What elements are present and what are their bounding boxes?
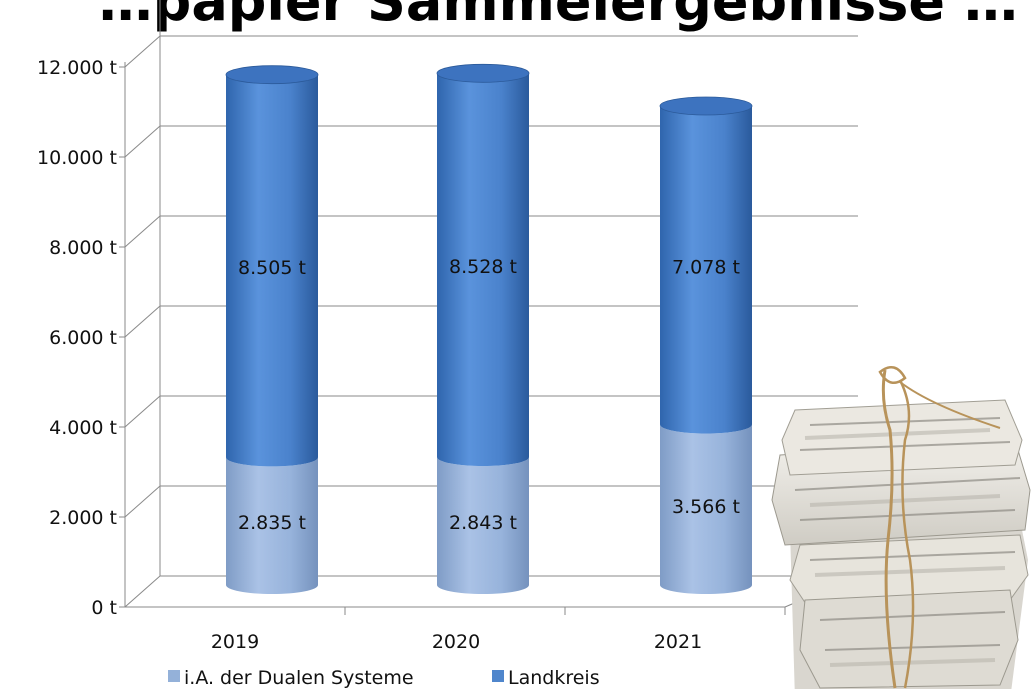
grid-diagonal [124,35,161,68]
data-label: 2.835 t [238,512,306,534]
grid-diagonal [124,215,161,248]
y-tick-label: 6.000 t [49,327,117,349]
bar-landkreis-2021 [660,106,752,434]
legend-label: i.A. der Dualen Systeme [184,667,414,689]
y-tick-label: 0 t [91,597,117,619]
x-tick-label: 2021 [654,631,702,653]
grid-diagonal [124,575,161,608]
data-label: 3.566 t [672,496,740,518]
data-label: 8.505 t [238,257,306,279]
legend-swatch [492,670,504,682]
y-tick-label: 8.000 t [49,237,117,259]
grid-diagonal [124,395,161,428]
axes: 0 t 2.000 t 4.000 t 6.000 t 8.000 t 10.000 t 1… [37,0,859,653]
chart-title: …papier Sammelergebnisse … ( [99,0,1035,33]
bar-duale-systeme-2021 [660,424,752,594]
bar-duale-systeme-2020 [437,457,529,594]
y-tick-label: 10.000 t [37,147,117,169]
bar-duale-systeme-2019 [226,457,318,594]
data-label: 8.528 t [449,256,517,278]
bar-top-cap-2020 [436,63,530,83]
data-labels: 2.835 t 8.505 t 2.843 t 8.528 t 3.566 t 7.078… [238,256,740,534]
grid-diagonal [124,125,161,158]
data-label: 7.078 t [672,256,740,278]
bar-landkreis-2020 [437,73,529,467]
grid-diagonal [124,485,161,518]
bars [225,63,753,594]
bar-landkreis-2019 [226,74,318,467]
y-tick-label: 2.000 t [49,507,117,529]
x-tick-label: 2019 [211,631,259,653]
data-label: 2.843 t [449,512,517,534]
x-tick-label: 2020 [432,631,480,653]
legend-swatch [168,670,180,682]
newspaper-bundle-icon [771,365,1031,689]
y-tick-label: 12.000 t [37,57,117,79]
legend: i.A. der Dualen Systeme Landkreis [168,667,600,689]
bar-top-cap-2019 [225,65,319,85]
y-tick-label: 4.000 t [49,417,117,439]
legend-label: Landkreis [508,667,600,689]
bar-top-cap-2021 [659,96,753,116]
grid-diagonal [124,305,161,338]
